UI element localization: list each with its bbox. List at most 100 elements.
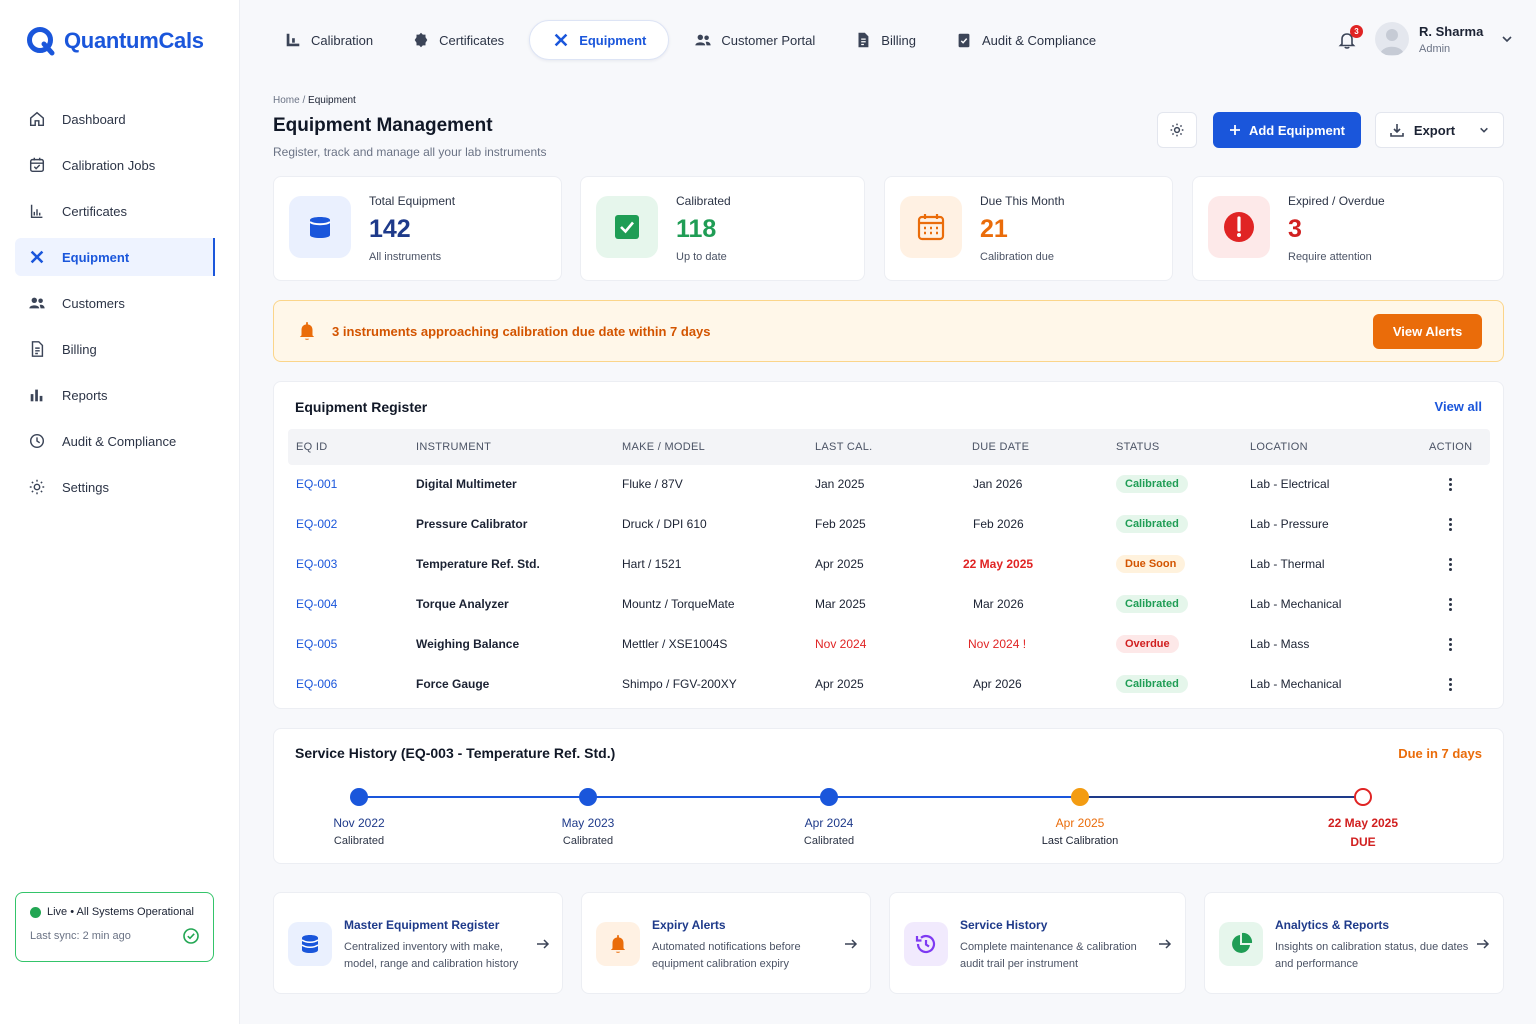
sidebar-item-certificates[interactable]: Certificates — [15, 192, 215, 230]
column-header[interactable]: DUE DATE — [972, 441, 1030, 453]
add-equipment-button[interactable]: Add Equipment — [1213, 112, 1361, 148]
notifications-button[interactable]: 3 — [1337, 25, 1363, 50]
column-header[interactable]: STATUS — [1116, 441, 1160, 453]
due-date: Feb 2026 — [973, 517, 1024, 531]
more-actions-icon[interactable] — [1449, 517, 1453, 531]
due-in-label: Due in 7 days — [1398, 746, 1482, 761]
more-actions-icon[interactable] — [1449, 677, 1453, 691]
column-header[interactable]: MAKE / MODEL — [622, 441, 706, 453]
timeline-dot[interactable] — [1071, 788, 1089, 806]
table-row[interactable]: EQ-002 Pressure Calibrator Druck / DPI 6… — [288, 504, 1490, 544]
tab-certificates[interactable]: Certificates — [398, 20, 518, 60]
tab-calibration[interactable]: Calibration — [270, 20, 387, 60]
eq-id-link[interactable]: EQ-002 — [296, 517, 338, 531]
section-title: Equipment Register — [295, 399, 428, 415]
eq-id-link[interactable]: EQ-003 — [296, 557, 338, 571]
timeline-dot[interactable] — [820, 788, 838, 806]
eq-id-link[interactable]: EQ-001 — [296, 477, 338, 491]
stat-card-expired-overdue[interactable]: Expired / Overdue 3 Require attention — [1192, 176, 1504, 281]
bar-chart-icon — [30, 389, 43, 402]
users-icon — [29, 297, 45, 309]
timeline-dot[interactable] — [579, 788, 597, 806]
status-badge: Overdue — [1116, 635, 1179, 653]
table-row[interactable]: EQ-003 Temperature Ref. Std. Hart / 1521… — [288, 544, 1490, 584]
user-name: R. Sharma — [1419, 23, 1484, 39]
sidebar-item-label: Equipment — [62, 249, 130, 265]
sidebar: QuantumCals Dashboard Calibration Jobs C… — [0, 0, 240, 1024]
breadcrumb-home[interactable]: Home — [273, 95, 300, 106]
more-actions-icon[interactable] — [1449, 597, 1453, 611]
user-menu[interactable]: R. Sharma Admin — [1375, 22, 1513, 56]
timeline-label: Calibrated — [562, 835, 614, 847]
feature-card-analytics-reports[interactable]: Analytics & Reports Insights on calibrat… — [1204, 892, 1504, 994]
tab-customer-portal[interactable]: Customer Portal — [680, 20, 829, 60]
notification-count-badge: 3 — [1350, 25, 1363, 38]
make-model: Mettler / XSE1004S — [622, 637, 728, 651]
sidebar-item-customers[interactable]: Customers — [15, 284, 215, 322]
stat-card-due-this-month[interactable]: Due This Month 21 Calibration due — [884, 176, 1173, 281]
tab-audit-compliance[interactable]: Audit & Compliance — [941, 20, 1110, 60]
stat-label: Expired / Overdue — [1288, 194, 1385, 208]
eq-id-link[interactable]: EQ-005 — [296, 637, 338, 651]
feature-card-service-history[interactable]: Service History Complete maintenance & c… — [889, 892, 1186, 994]
sidebar-item-settings[interactable]: Settings — [15, 468, 215, 506]
timeline-label: Last Calibration — [1041, 835, 1119, 847]
export-button[interactable]: Export — [1375, 112, 1504, 148]
stat-card-total-equipment[interactable]: Total Equipment 142 All instruments — [273, 176, 562, 281]
sidebar-item-label: Calibration Jobs — [62, 157, 156, 173]
make-model: Mountz / TorqueMate — [622, 597, 735, 611]
sidebar-item-label: Customers — [62, 295, 125, 311]
timeline-date: Apr 2025 — [1055, 816, 1105, 830]
sidebar-item-reports[interactable]: Reports — [15, 376, 215, 414]
tab-equipment[interactable]: Equipment — [529, 20, 670, 60]
tab-billing[interactable]: Billing — [840, 20, 930, 60]
calibration-alert-banner: 3 instruments approaching calibration du… — [273, 300, 1504, 362]
stat-card-calibrated[interactable]: Calibrated 118 Up to date — [580, 176, 865, 281]
eq-id-link[interactable]: EQ-004 — [296, 597, 338, 611]
feature-card-expiry-alerts[interactable]: Expiry Alerts Automated notifications be… — [581, 892, 871, 994]
sidebar-item-billing[interactable]: Billing — [15, 330, 215, 368]
column-header: ACTION — [1429, 441, 1473, 453]
feature-title: Expiry Alerts — [652, 918, 726, 932]
sidebar-item-calibration-jobs[interactable]: Calibration Jobs — [15, 146, 215, 184]
invoice-icon — [31, 341, 44, 357]
table-row[interactable]: EQ-004 Torque Analyzer Mountz / TorqueMa… — [288, 584, 1490, 624]
calendar-check-icon — [29, 157, 45, 173]
due-date: Nov 2024 ! — [968, 637, 1027, 651]
more-actions-icon[interactable] — [1449, 477, 1453, 491]
settings-button[interactable] — [1157, 112, 1197, 148]
column-header[interactable]: INSTRUMENT — [416, 441, 492, 453]
tools-icon — [30, 250, 44, 264]
arrow-right-icon — [1159, 939, 1172, 949]
brand-logo[interactable]: QuantumCals — [26, 26, 204, 56]
feature-description: Centralized inventory with make, model, r… — [344, 941, 519, 970]
sidebar-item-dashboard[interactable]: Dashboard — [15, 100, 215, 138]
make-model: Shimpo / FGV-200XY — [622, 677, 737, 691]
column-header[interactable]: EQ ID — [296, 441, 328, 453]
sidebar-item-audit-compliance[interactable]: Audit & Compliance — [15, 422, 215, 460]
timeline-dot-due[interactable] — [1354, 788, 1372, 806]
table-row[interactable]: EQ-005 Weighing Balance Mettler / XSE100… — [288, 624, 1490, 664]
home-icon — [29, 111, 45, 127]
view-all-link[interactable]: View all — [1434, 399, 1482, 414]
due-date: 22 May 2025 — [963, 557, 1034, 571]
table-row[interactable]: EQ-001 Digital Multimeter Fluke / 87V Ja… — [288, 464, 1490, 504]
column-header[interactable]: LOCATION — [1250, 441, 1308, 453]
sidebar-item-label: Billing — [62, 341, 97, 357]
plus-icon — [1229, 125, 1240, 135]
breadcrumb-separator: / — [302, 95, 306, 106]
chevron-down-icon — [1480, 127, 1488, 133]
more-actions-icon[interactable] — [1449, 637, 1453, 651]
timeline-date: 22 May 2025 — [1327, 816, 1399, 830]
table-row[interactable]: EQ-006 Force Gauge Shimpo / FGV-200XY Ap… — [288, 664, 1490, 704]
feature-card-master-register[interactable]: Master Equipment Register Centralized in… — [273, 892, 563, 994]
view-alerts-button[interactable]: View Alerts — [1373, 314, 1482, 349]
column-header[interactable]: LAST CAL. — [815, 441, 873, 453]
eq-id-link[interactable]: EQ-006 — [296, 677, 338, 691]
sidebar-item-equipment[interactable]: Equipment — [15, 238, 215, 276]
arrow-right-icon — [537, 939, 550, 949]
status-badge: Calibrated — [1116, 515, 1188, 533]
location: Lab - Mechanical — [1250, 597, 1342, 611]
timeline-dot[interactable] — [350, 788, 368, 806]
more-actions-icon[interactable] — [1449, 557, 1453, 571]
